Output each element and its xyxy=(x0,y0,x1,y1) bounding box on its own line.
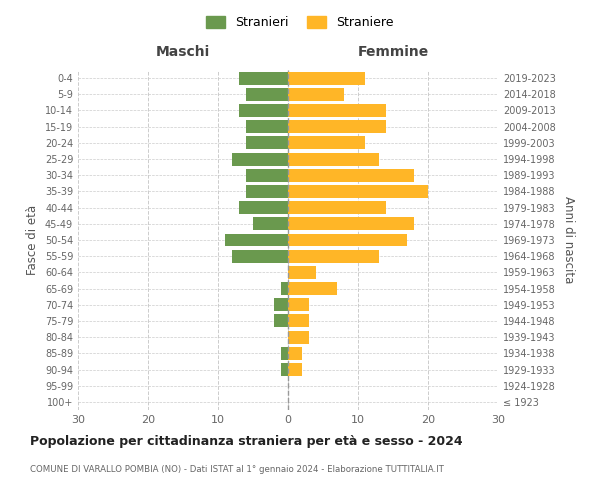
Bar xyxy=(246,185,288,198)
Y-axis label: Fasce di età: Fasce di età xyxy=(26,205,39,275)
Bar xyxy=(288,120,386,133)
Bar xyxy=(288,185,428,198)
Bar xyxy=(239,104,288,117)
Bar xyxy=(246,88,288,101)
Bar xyxy=(288,298,309,311)
Bar xyxy=(232,152,288,166)
Bar xyxy=(246,169,288,181)
Bar xyxy=(288,347,302,360)
Bar xyxy=(225,234,288,246)
Bar xyxy=(232,250,288,262)
Text: Femmine: Femmine xyxy=(358,44,428,59)
Bar xyxy=(281,363,288,376)
Bar xyxy=(288,88,344,101)
Text: Maschi: Maschi xyxy=(156,44,210,59)
Bar xyxy=(288,266,316,279)
Bar xyxy=(253,218,288,230)
Bar xyxy=(288,169,414,181)
Bar xyxy=(288,363,302,376)
Bar xyxy=(239,72,288,85)
Bar xyxy=(274,298,288,311)
Bar xyxy=(288,282,337,295)
Bar xyxy=(288,201,386,214)
Bar xyxy=(288,104,386,117)
Bar xyxy=(288,72,365,85)
Bar xyxy=(288,136,365,149)
Bar xyxy=(288,250,379,262)
Bar xyxy=(288,234,407,246)
Bar xyxy=(288,218,414,230)
Text: Popolazione per cittadinanza straniera per età e sesso - 2024: Popolazione per cittadinanza straniera p… xyxy=(30,435,463,448)
Bar xyxy=(246,136,288,149)
Bar xyxy=(281,347,288,360)
Bar xyxy=(288,152,379,166)
Bar xyxy=(246,120,288,133)
Y-axis label: Anni di nascita: Anni di nascita xyxy=(562,196,575,284)
Text: COMUNE DI VARALLO POMBIA (NO) - Dati ISTAT al 1° gennaio 2024 - Elaborazione TUT: COMUNE DI VARALLO POMBIA (NO) - Dati IST… xyxy=(30,465,444,474)
Bar xyxy=(239,201,288,214)
Bar xyxy=(288,314,309,328)
Bar xyxy=(288,330,309,344)
Bar xyxy=(274,314,288,328)
Bar xyxy=(281,282,288,295)
Legend: Stranieri, Straniere: Stranieri, Straniere xyxy=(202,11,398,34)
